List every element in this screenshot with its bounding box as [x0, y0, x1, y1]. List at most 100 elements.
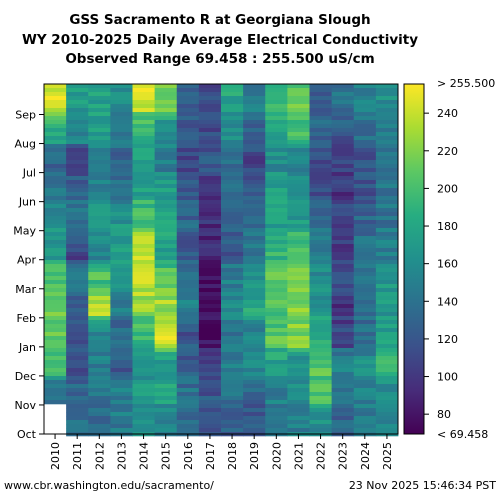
heatmap-cell	[287, 212, 310, 217]
heatmap-cell	[132, 104, 156, 109]
heatmap-cell	[243, 280, 266, 285]
heatmap-cell	[132, 244, 156, 249]
heatmap-cell	[221, 88, 244, 93]
heatmap-cell	[88, 216, 111, 221]
heatmap-cell	[66, 272, 89, 277]
heatmap-cell	[287, 336, 310, 341]
heatmap-cell	[243, 416, 266, 421]
heatmap-cell	[375, 308, 399, 313]
heatmap-cell	[243, 312, 266, 317]
heatmap-cell	[221, 352, 244, 357]
heatmap-cell	[287, 312, 310, 317]
heatmap-cell	[110, 172, 133, 177]
heatmap-cell	[198, 404, 222, 409]
heatmap-cell	[331, 256, 355, 261]
heatmap-cell	[110, 412, 133, 417]
heatmap-cell	[44, 376, 67, 381]
heatmap-cell	[198, 184, 222, 189]
heatmap-cell	[176, 368, 200, 373]
heatmap-cell	[243, 360, 266, 365]
heatmap-cell	[176, 156, 200, 161]
heatmap-cell	[353, 128, 377, 133]
heatmap-cell	[44, 108, 67, 113]
heatmap-cell	[221, 132, 244, 137]
heatmap-cell	[221, 212, 244, 217]
heatmap-cell	[331, 268, 355, 273]
heatmap-cell	[198, 412, 222, 417]
heatmap-cell	[66, 340, 89, 345]
heatmap-cell	[375, 396, 399, 401]
heatmap-cell	[176, 108, 200, 113]
heatmap-cell	[221, 216, 244, 221]
heatmap-cell	[154, 224, 178, 229]
heatmap-cell	[88, 100, 111, 105]
heatmap-cell	[287, 380, 310, 385]
heatmap-cell	[88, 128, 111, 133]
heatmap-cell	[44, 168, 67, 173]
heatmap-cell	[176, 100, 200, 105]
heatmap-cell	[88, 384, 111, 389]
heatmap-cell	[44, 152, 67, 157]
heatmap-cell	[221, 136, 244, 141]
heatmap-cell	[44, 148, 67, 153]
heatmap-cell	[265, 184, 288, 189]
heatmap-cell	[66, 88, 89, 93]
heatmap-cell	[353, 252, 377, 257]
heatmap-cell	[88, 316, 111, 321]
heatmap-cell	[66, 324, 89, 329]
heatmap-cell	[243, 232, 266, 237]
heatmap-cell	[176, 340, 200, 345]
heatmap-cell	[132, 296, 156, 301]
heatmap-cell	[66, 256, 89, 261]
heatmap-cell	[198, 260, 222, 265]
heatmap-cell	[287, 344, 310, 349]
heatmap-cell	[110, 140, 133, 145]
heatmap-cell	[66, 312, 89, 317]
heatmap-cell	[331, 336, 355, 341]
heatmap-cell	[287, 392, 310, 397]
heatmap-cell	[66, 344, 89, 349]
heatmap-cell	[66, 404, 89, 409]
heatmap-cell	[110, 336, 133, 341]
heatmap-cell	[198, 236, 222, 241]
heatmap-cell	[353, 416, 377, 421]
heatmap-cell	[309, 172, 333, 177]
heatmap-cell	[110, 236, 133, 241]
heatmap-cell	[331, 212, 355, 217]
heatmap-cell	[309, 108, 333, 113]
heatmap-cell	[198, 264, 222, 269]
heatmap-cell	[44, 320, 67, 325]
y-tick-label: Nov	[15, 399, 37, 412]
heatmap-cell	[176, 248, 200, 253]
heatmap-cell	[353, 212, 377, 217]
heatmap-cell	[353, 228, 377, 233]
heatmap-cell	[265, 376, 288, 381]
heatmap-cell	[110, 280, 133, 285]
heatmap-cell	[198, 368, 222, 373]
heatmap-cell	[176, 320, 200, 325]
heatmap-cell	[176, 92, 200, 97]
heatmap-cell	[88, 236, 111, 241]
heatmap-cell	[132, 136, 156, 141]
heatmap-cell	[375, 272, 399, 277]
heatmap-cell	[176, 324, 200, 329]
heatmap-cell	[375, 420, 399, 425]
heatmap-cell	[331, 340, 355, 345]
heatmap-cell	[375, 336, 399, 341]
heatmap-cell	[375, 376, 399, 381]
heatmap-cell	[309, 248, 333, 253]
heatmap-cells	[44, 84, 399, 437]
heatmap-cell	[221, 260, 244, 265]
heatmap-cell	[132, 224, 156, 229]
heatmap-cell	[375, 388, 399, 393]
heatmap-cell	[331, 156, 355, 161]
heatmap-cell	[221, 220, 244, 225]
heatmap-cell	[88, 312, 111, 317]
heatmap-cell	[309, 276, 333, 281]
heatmap-cell	[176, 132, 200, 137]
heatmap-cell	[265, 324, 288, 329]
heatmap-cell	[375, 428, 399, 433]
heatmap-cell	[375, 160, 399, 165]
heatmap-cell	[132, 160, 156, 165]
heatmap-cell	[353, 400, 377, 405]
